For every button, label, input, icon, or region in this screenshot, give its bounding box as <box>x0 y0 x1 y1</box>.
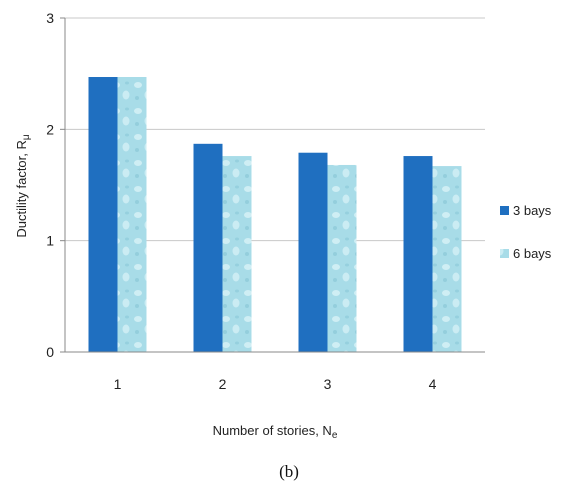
legend: 3 bays 6 bays <box>500 203 552 261</box>
bar-6-bays-2 <box>222 156 252 352</box>
x-axis-label: Number of stories, Ne <box>213 423 338 441</box>
figure-caption: (b) <box>279 462 299 481</box>
x-tick-labels: 1 2 3 4 <box>114 376 437 392</box>
bar-3-bays-3 <box>298 152 328 352</box>
x-tick-label-3: 3 <box>324 376 332 392</box>
y-axis-label-subscript: μ <box>21 134 32 140</box>
x-axis-label-main: Number of stories, N <box>213 423 332 438</box>
legend-label-3-bays: 3 bays <box>513 203 552 218</box>
legend-swatch-3-bays <box>500 206 509 215</box>
x-tick-label-2: 2 <box>219 376 227 392</box>
bars-group <box>88 77 462 353</box>
bar-3-bays-4 <box>403 156 433 352</box>
bar-6-bays-4 <box>432 166 462 352</box>
y-tick-label-1: 1 <box>46 233 54 249</box>
bar-6-bays-3 <box>327 164 357 352</box>
y-tick-label-0: 0 <box>46 344 54 360</box>
x-tick-label-4: 4 <box>429 376 437 392</box>
y-tick-label-2: 2 <box>46 121 54 137</box>
y-axis-label: Ductility factor, Rμ <box>14 134 32 238</box>
bar-6-bays-1 <box>117 77 147 353</box>
legend-label-6-bays: 6 bays <box>513 246 552 261</box>
bar-3-bays-2 <box>193 143 223 352</box>
y-tick-labels: 0 1 2 3 <box>46 10 65 360</box>
axes <box>64 18 485 353</box>
legend-swatch-6-bays <box>500 249 509 258</box>
bar-3-bays-1 <box>88 77 118 353</box>
y-axis-label-main: Ductility factor, R <box>14 140 29 238</box>
y-tick-label-3: 3 <box>46 10 54 26</box>
x-tick-label-1: 1 <box>114 376 122 392</box>
x-axis-label-subscript: e <box>332 430 338 441</box>
